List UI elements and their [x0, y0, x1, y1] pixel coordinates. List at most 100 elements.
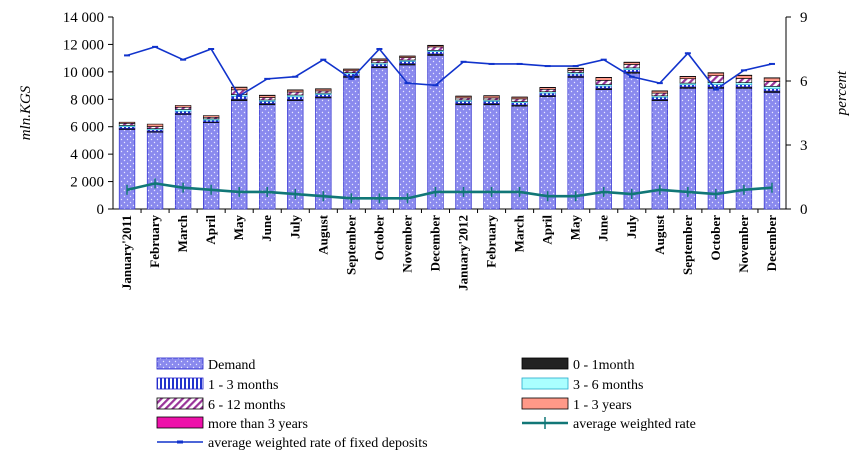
bar-segment — [763, 77, 781, 82]
bar-segment — [343, 77, 360, 210]
bar-segment — [174, 106, 192, 110]
legend-label: 3 - 6 months — [573, 378, 643, 393]
bar-segment — [455, 101, 472, 104]
y-tick-label-right: 0 — [800, 202, 808, 218]
bar-segment — [651, 92, 668, 97]
legend-label: Demand — [208, 358, 255, 373]
y-tick-label-left: 0 — [97, 202, 105, 218]
bar-segment — [118, 129, 136, 210]
bar-segment — [427, 46, 444, 51]
x-tick-label: May — [231, 215, 246, 241]
x-tick-label: February — [147, 215, 162, 268]
x-tick-label: March — [175, 214, 190, 252]
bar-segment — [118, 121, 136, 124]
bar-segment — [623, 69, 640, 73]
bar-segment — [539, 88, 556, 93]
y-tick-label-left: 12 000 — [63, 37, 104, 53]
bar-segment — [511, 102, 528, 106]
bar-segment — [399, 61, 416, 64]
x-tick-label: December — [764, 215, 779, 272]
bar-segment — [651, 90, 668, 94]
x-tick-label: November — [399, 215, 414, 273]
bar-segment — [287, 91, 304, 96]
bar-segment — [567, 73, 584, 77]
bar-segment — [287, 96, 304, 100]
bar-segment — [539, 92, 556, 96]
bar-segment — [427, 51, 444, 55]
bar-segment — [399, 57, 416, 61]
bar-segment — [259, 101, 276, 104]
bar-segment — [511, 98, 528, 102]
y-axis-title-left: mln.KGS — [18, 85, 34, 140]
bar-segment — [679, 76, 697, 80]
bar-segment — [259, 95, 276, 98]
legend-swatch — [521, 397, 569, 410]
bar-segment — [623, 72, 640, 210]
bar-segment — [567, 70, 584, 73]
legend-label: 1 - 3 years — [573, 398, 632, 413]
bar-segment — [735, 84, 753, 88]
x-tick-label: January'2012 — [456, 215, 471, 291]
x-tick-label: October — [371, 215, 386, 261]
x-tick-label: July — [287, 215, 302, 239]
legend-swatch — [156, 357, 204, 370]
x-tick-label: October — [708, 215, 723, 261]
bar-segment — [567, 77, 584, 210]
legend-label: 6 - 12 months — [208, 398, 285, 413]
bar-segment — [735, 78, 753, 83]
y-tick-label-right: 9 — [800, 10, 808, 26]
y-tick-label-left: 14 000 — [63, 10, 104, 26]
y-axis-title-right: percent — [834, 70, 850, 116]
bar-segment — [483, 97, 500, 101]
bar-segment — [763, 86, 781, 90]
bar-segment — [483, 95, 500, 99]
legend-label: average weighted rate — [573, 417, 696, 432]
line-series — [126, 182, 773, 200]
y-tick-label-left: 4 000 — [70, 147, 104, 163]
bar-segment — [763, 81, 781, 87]
x-tick-label: April — [540, 215, 555, 245]
x-tick-label: December — [427, 215, 442, 272]
bar-segment — [567, 68, 584, 71]
legend-swatch — [156, 416, 204, 429]
bar-segment — [595, 80, 612, 85]
legend-swatch — [521, 377, 569, 390]
bar-segment — [735, 75, 753, 79]
bar-segment — [735, 82, 753, 85]
bar-segment — [651, 96, 668, 100]
bar-segment — [146, 131, 164, 210]
bar-segment — [174, 105, 192, 108]
y-tick-label-right: 3 — [800, 138, 808, 154]
bar-segment — [595, 85, 612, 89]
x-tick-label: June — [596, 215, 611, 242]
y-tick-label-left: 2 000 — [70, 175, 104, 191]
bar-segment — [174, 114, 192, 210]
x-tick-label: May — [568, 215, 583, 241]
bar-segment — [763, 88, 781, 92]
bar-segment — [455, 97, 472, 101]
bar-segment — [146, 123, 164, 127]
x-tick-label: August — [315, 214, 330, 254]
y-tick-label-left: 6 000 — [70, 120, 104, 136]
legend-swatch — [521, 357, 569, 370]
line-series — [126, 46, 773, 98]
bar-segment — [595, 77, 612, 81]
x-tick-label: September — [680, 215, 695, 275]
y-tick-label-left: 8 000 — [70, 92, 104, 108]
y-tick-label-left: 10 000 — [63, 65, 104, 81]
bar-segment — [623, 64, 640, 69]
bar-segment — [483, 101, 500, 104]
bar-segment — [202, 115, 220, 118]
legend-label: 0 - 1month — [573, 358, 634, 373]
bar-segment — [679, 84, 697, 88]
y-tick-label-right: 6 — [800, 74, 808, 90]
x-tick-label: August — [652, 214, 667, 254]
x-tick-label: April — [203, 215, 218, 245]
x-tick-label: November — [736, 215, 751, 273]
x-tick-label: February — [484, 215, 499, 268]
legend-label: average weighted rate of fixed deposits — [208, 436, 428, 450]
legend-swatch — [156, 397, 204, 410]
legend-label: more than 3 years — [208, 417, 308, 432]
bar-segment — [399, 64, 416, 210]
bar-segment — [427, 55, 444, 210]
